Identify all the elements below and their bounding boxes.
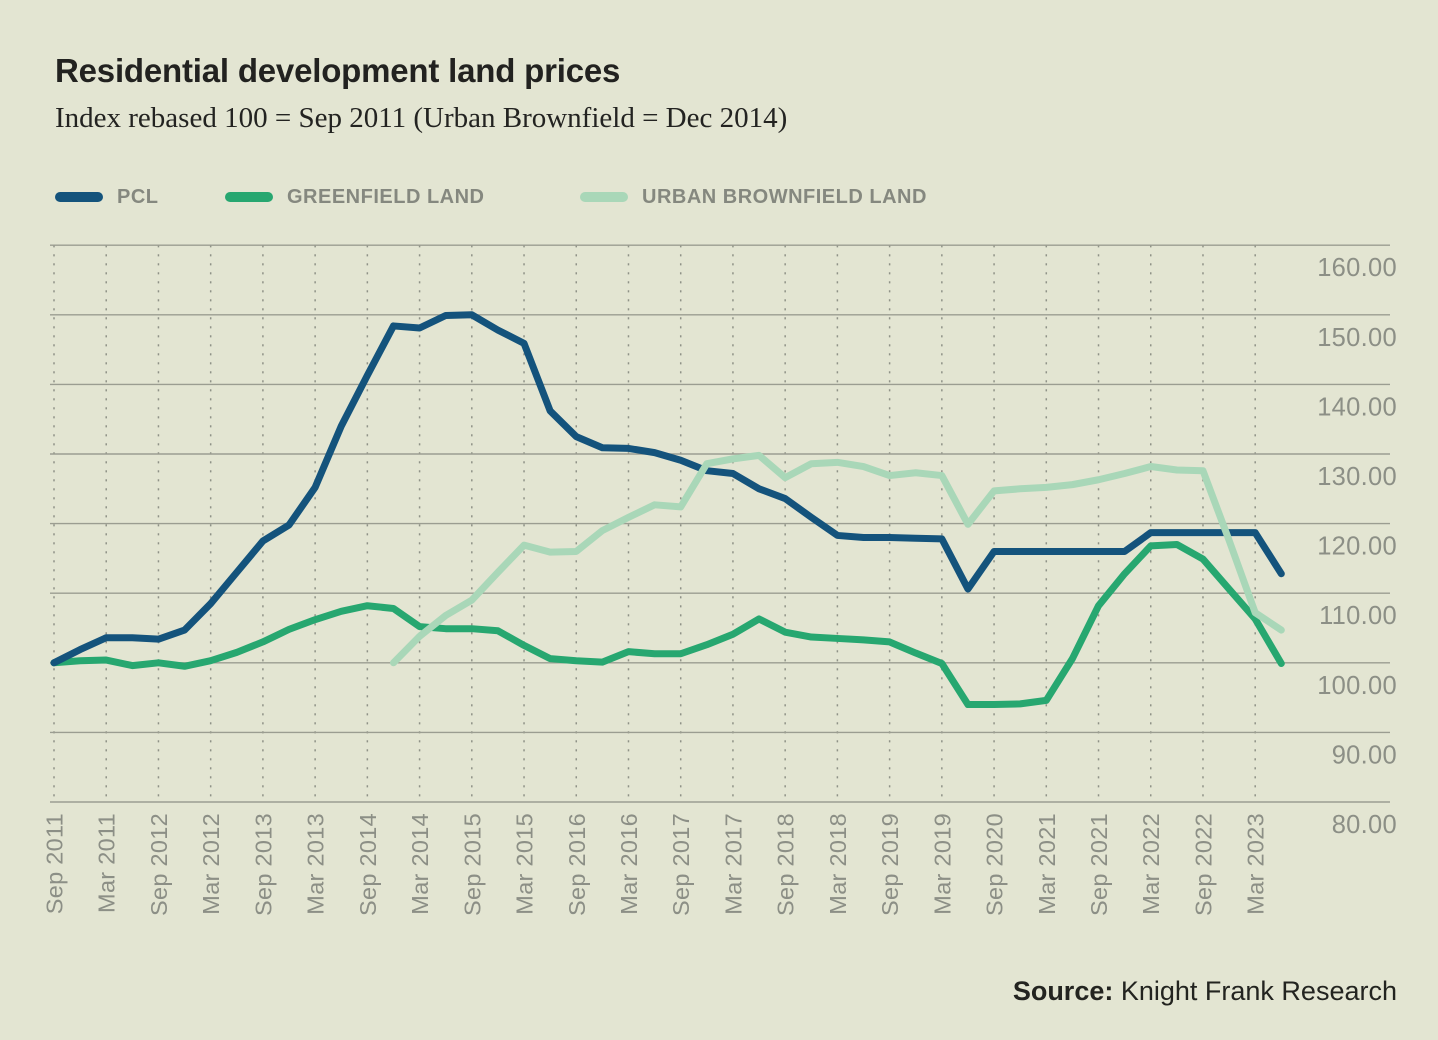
y-tick-label: 130.00 xyxy=(1317,463,1397,491)
x-tick-label: Sep 2016 xyxy=(564,813,590,916)
series-urban-brownfield-land xyxy=(389,451,1285,667)
x-tick-label: Sep 2019 xyxy=(877,813,903,916)
x-tick-label: Sep 2020 xyxy=(982,813,1008,916)
series-pcl xyxy=(50,311,1285,667)
y-tick-label: 160.00 xyxy=(1317,254,1397,282)
x-tick-label: Sep 2011 xyxy=(42,813,68,914)
x-axis-labels: Sep 2011 Mar 2011 Sep 2012 Mar 2012 Sep 2013… xyxy=(42,813,1269,916)
x-tick-label: Mar 2018 xyxy=(825,813,851,915)
h-gridlines xyxy=(50,244,1390,803)
source-note: Source: Knight Frank Research xyxy=(1013,976,1397,1007)
x-tick-label: Mar 2022 xyxy=(1138,813,1164,915)
x-tick-label: Sep 2013 xyxy=(250,813,276,916)
x-tick-label: Mar 2017 xyxy=(720,813,746,915)
legend: PCL GREENFIELD LAND URBAN BROWNFIELD LAN… xyxy=(0,184,1438,210)
x-tick-label: Mar 2016 xyxy=(616,813,642,915)
x-tick-label: Mar 2023 xyxy=(1243,813,1269,915)
x-tick-label: Sep 2014 xyxy=(355,813,381,916)
y-tick-label: 140.00 xyxy=(1317,393,1397,421)
x-tick-label: Mar 2015 xyxy=(512,813,538,915)
x-tick-label: Mar 2013 xyxy=(303,813,329,915)
x-tick-label: Mar 2011 xyxy=(94,813,120,913)
legend-swatch-pcl xyxy=(55,192,103,202)
y-tick-label: 100.00 xyxy=(1317,672,1397,700)
page-title: Residential development land prices xyxy=(55,52,621,89)
y-tick-label: 120.00 xyxy=(1317,533,1397,561)
page-subtitle: Index rebased 100 = Sep 2011 (Urban Brow… xyxy=(55,102,788,134)
legend-item-greenfield: GREENFIELD LAND xyxy=(225,184,485,210)
y-tick-label: 150.00 xyxy=(1317,324,1397,352)
series-greenfield-land xyxy=(50,540,1285,709)
x-tick-label: Sep 2017 xyxy=(668,813,694,916)
y-tick-label: 80.00 xyxy=(1332,811,1397,839)
legend-label-urban-brownfield: URBAN BROWNFIELD LAND xyxy=(642,185,927,208)
legend-swatch-urban-brownfield xyxy=(580,192,628,202)
x-tick-label: Mar 2021 xyxy=(1034,813,1060,915)
x-tick-label: Sep 2021 xyxy=(1086,813,1112,916)
x-tick-label: Sep 2018 xyxy=(773,813,799,916)
y-tick-label: 90.00 xyxy=(1332,741,1397,769)
y-tick-label: 110.00 xyxy=(1319,602,1397,630)
x-tick-label: Sep 2012 xyxy=(146,813,172,916)
x-tick-label: Mar 2019 xyxy=(929,813,955,915)
legend-label-greenfield: GREENFIELD LAND xyxy=(287,185,485,208)
y-axis-labels: 160.00 150.00 140.00 130.00 120.00 110.00 100.… xyxy=(1317,254,1397,839)
x-tick-label: Sep 2022 xyxy=(1190,813,1216,916)
x-tick-label: Sep 2015 xyxy=(459,813,485,916)
legend-swatch-greenfield xyxy=(225,192,273,202)
x-tick-label: Mar 2014 xyxy=(407,813,433,915)
legend-item-pcl: PCL xyxy=(55,184,159,210)
source-text: Knight Frank Research xyxy=(1120,976,1397,1006)
x-tick-label: Mar 2012 xyxy=(198,813,224,915)
source-label: Source: xyxy=(1012,976,1114,1006)
legend-label-pcl: PCL xyxy=(117,185,159,208)
legend-item-urban-brownfield: URBAN BROWNFIELD LAND xyxy=(580,184,927,210)
